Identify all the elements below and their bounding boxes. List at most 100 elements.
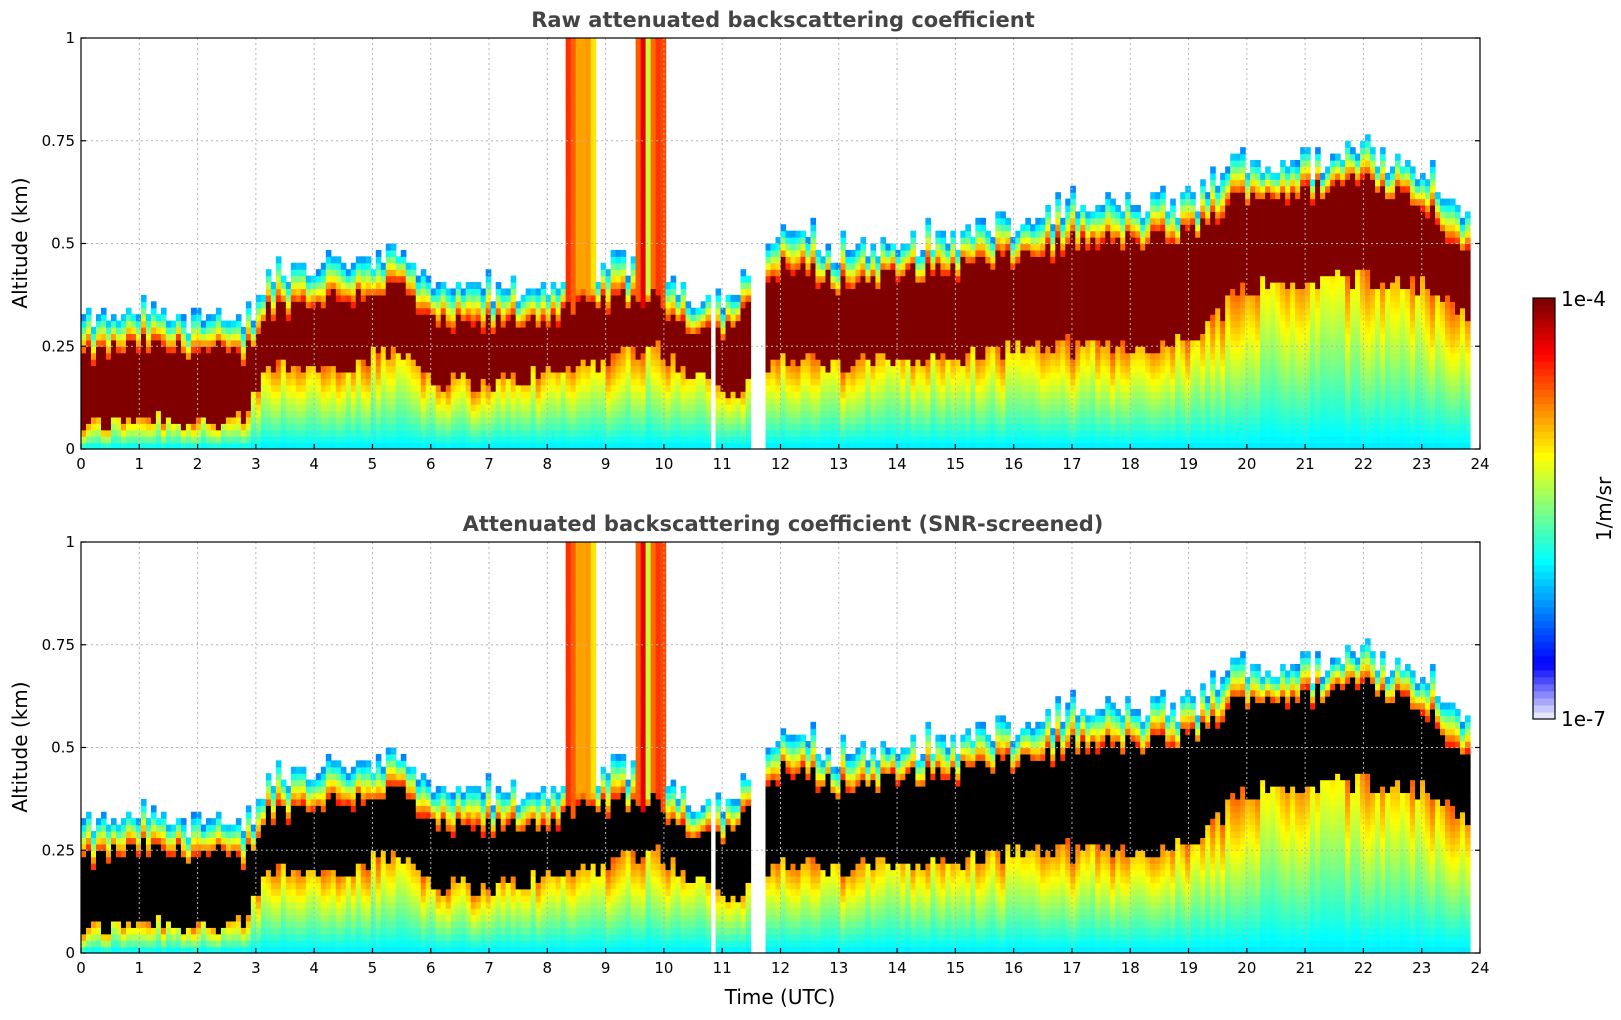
heat-cell: [255, 378, 262, 386]
heat-cell: [510, 320, 517, 328]
heat-cell: [160, 391, 167, 399]
heat-cell: [95, 423, 102, 431]
heat-cell: [745, 326, 752, 334]
heat-cell: [855, 378, 862, 386]
heat-cell: [260, 294, 267, 302]
heat-cell: [450, 339, 457, 347]
heat-cell: [655, 256, 662, 264]
heat-cell: [500, 423, 507, 431]
heat-cell: [675, 378, 682, 386]
heat-cell: [355, 365, 362, 373]
heat-cell: [240, 346, 247, 354]
heat-cell: [380, 320, 387, 328]
heat-cell: [220, 436, 227, 444]
heat-cell: [195, 339, 202, 347]
heat-cell: [630, 404, 637, 412]
heat-cell: [570, 384, 577, 392]
heat-cell: [715, 423, 722, 431]
heat-cell: [820, 262, 827, 270]
heat-cell: [900, 442, 907, 450]
heat-cell: [770, 391, 777, 399]
heat-cell: [905, 442, 912, 450]
heat-cell: [420, 378, 427, 386]
heat-cell: [395, 352, 402, 360]
heat-cell: [930, 391, 936, 399]
heat-cell: [620, 371, 627, 379]
heat-cell: [690, 436, 697, 444]
heat-cell: [915, 384, 921, 392]
heat-cell: [335, 346, 342, 354]
heat-cell: [575, 429, 582, 437]
heat-cell: [880, 352, 887, 360]
heat-cell: [845, 429, 852, 437]
heat-cell: [325, 404, 332, 412]
heat-cell: [635, 275, 642, 283]
heat-cell: [115, 346, 122, 354]
heat-cell: [555, 384, 562, 392]
heat-cell: [285, 371, 292, 379]
heat-cell: [400, 339, 407, 347]
heat-cell: [895, 326, 902, 334]
heat-cell: [810, 423, 817, 431]
heat-cell: [665, 416, 672, 424]
heat-cell: [340, 391, 347, 399]
heat-cell: [295, 371, 302, 379]
heat-cell: [860, 243, 867, 251]
heat-cell: [795, 320, 802, 328]
heat-cell: [585, 410, 592, 418]
heat-cell: [685, 307, 692, 315]
heat-cell: [805, 378, 812, 386]
heat-cell: [310, 384, 317, 392]
heat-cell: [790, 320, 797, 328]
heat-cell: [780, 224, 787, 232]
heat-cell: [295, 262, 302, 270]
heat-cell: [175, 442, 182, 450]
heat-cell: [445, 288, 452, 296]
heat-cell: [655, 172, 662, 180]
heat-cell: [615, 339, 622, 347]
heat-cell: [180, 352, 187, 360]
heat-cell: [635, 442, 642, 450]
heat-cell: [865, 378, 872, 386]
heat-cell: [145, 391, 152, 399]
heat-cell: [825, 307, 832, 315]
heat-cell: [635, 352, 642, 360]
heat-cell: [430, 326, 437, 334]
heat-cell: [325, 416, 332, 424]
heat-cell: [445, 378, 452, 386]
heat-cell: [260, 423, 267, 431]
heat-cell: [785, 442, 792, 450]
heat-cell: [800, 288, 807, 296]
heat-cell: [165, 333, 172, 341]
heat-cell: [300, 423, 307, 431]
heat-cell: [515, 346, 522, 354]
heat-cell: [265, 423, 272, 431]
heat-cell: [650, 108, 657, 116]
heat-cell: [340, 314, 347, 322]
heat-cell: [81, 416, 87, 424]
heat-cell: [590, 249, 597, 257]
heat-cell: [225, 371, 232, 379]
heat-cell: [590, 326, 597, 334]
heat-cell: [625, 391, 632, 399]
heat-cell: [935, 436, 941, 444]
heat-cell: [820, 294, 827, 302]
heat-cell: [915, 416, 921, 424]
heat-cell: [125, 371, 132, 379]
heat-cell: [300, 416, 307, 424]
heat-cell: [640, 166, 647, 174]
heat-cell: [245, 410, 252, 418]
heat-cell: [730, 391, 737, 399]
heat-cell: [490, 365, 497, 373]
heat-cell: [355, 359, 362, 367]
heat-cell: [335, 294, 342, 302]
heat-cell: [395, 423, 402, 431]
heat-cell: [180, 384, 187, 392]
heat-cell: [385, 320, 392, 328]
heat-cell: [665, 359, 672, 367]
heat-cell: [520, 320, 527, 328]
heat-cell: [935, 410, 941, 418]
heat-cell: [780, 294, 787, 302]
heat-cell: [415, 346, 422, 354]
heat-cell: [635, 160, 642, 168]
